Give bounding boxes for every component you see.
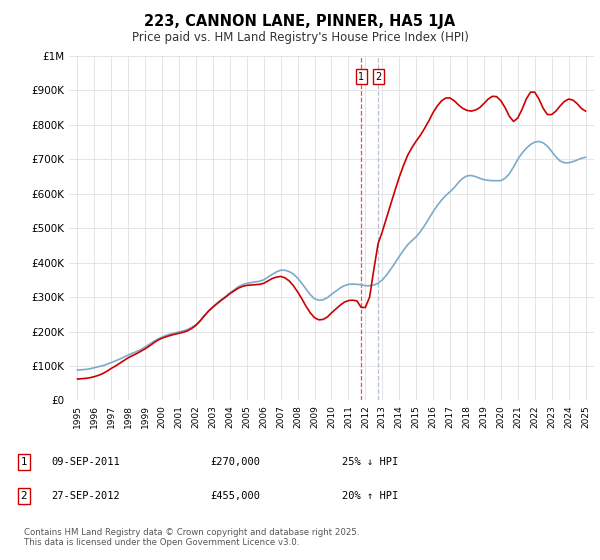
Text: £270,000: £270,000 (210, 457, 260, 467)
Text: £455,000: £455,000 (210, 491, 260, 501)
Text: 1: 1 (20, 457, 28, 467)
Text: Price paid vs. HM Land Registry's House Price Index (HPI): Price paid vs. HM Land Registry's House … (131, 31, 469, 44)
Text: Contains HM Land Registry data © Crown copyright and database right 2025.
This d: Contains HM Land Registry data © Crown c… (24, 528, 359, 547)
Text: 1: 1 (358, 72, 364, 82)
Text: 223, CANNON LANE, PINNER, HA5 1JA: 223, CANNON LANE, PINNER, HA5 1JA (145, 14, 455, 29)
Text: 2: 2 (375, 72, 381, 82)
Text: 2: 2 (20, 491, 28, 501)
Text: 20% ↑ HPI: 20% ↑ HPI (342, 491, 398, 501)
Text: 09-SEP-2011: 09-SEP-2011 (51, 457, 120, 467)
Text: 27-SEP-2012: 27-SEP-2012 (51, 491, 120, 501)
Text: 25% ↓ HPI: 25% ↓ HPI (342, 457, 398, 467)
